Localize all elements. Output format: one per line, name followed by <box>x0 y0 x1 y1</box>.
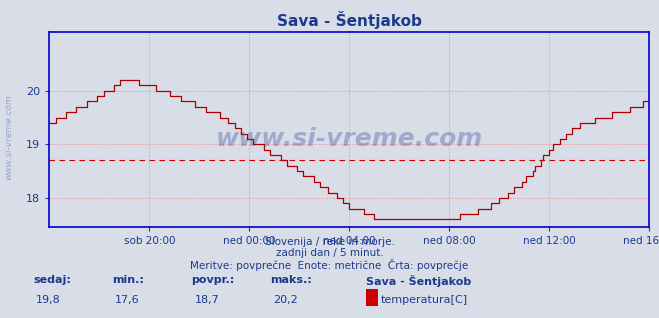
Text: Sava - Šentjakob: Sava - Šentjakob <box>366 275 471 287</box>
Text: sedaj:: sedaj: <box>33 275 71 285</box>
Text: 19,8: 19,8 <box>36 295 61 305</box>
Text: temperatura[C]: temperatura[C] <box>381 295 468 305</box>
Text: Slovenija / reke in morje.: Slovenija / reke in morje. <box>264 237 395 247</box>
Title: Sava - Šentjakob: Sava - Šentjakob <box>277 11 422 29</box>
Text: zadnji dan / 5 minut.: zadnji dan / 5 minut. <box>275 248 384 258</box>
Text: www.si-vreme.com: www.si-vreme.com <box>215 128 483 151</box>
Text: 20,2: 20,2 <box>273 295 299 305</box>
Text: 18,7: 18,7 <box>194 295 219 305</box>
Text: maks.:: maks.: <box>270 275 312 285</box>
Text: 17,6: 17,6 <box>115 295 140 305</box>
Text: povpr.:: povpr.: <box>191 275 235 285</box>
Text: Meritve: povprečne  Enote: metrične  Črta: povprečje: Meritve: povprečne Enote: metrične Črta:… <box>190 259 469 271</box>
Text: min.:: min.: <box>112 275 144 285</box>
Text: www.si-vreme.com: www.si-vreme.com <box>4 94 13 180</box>
